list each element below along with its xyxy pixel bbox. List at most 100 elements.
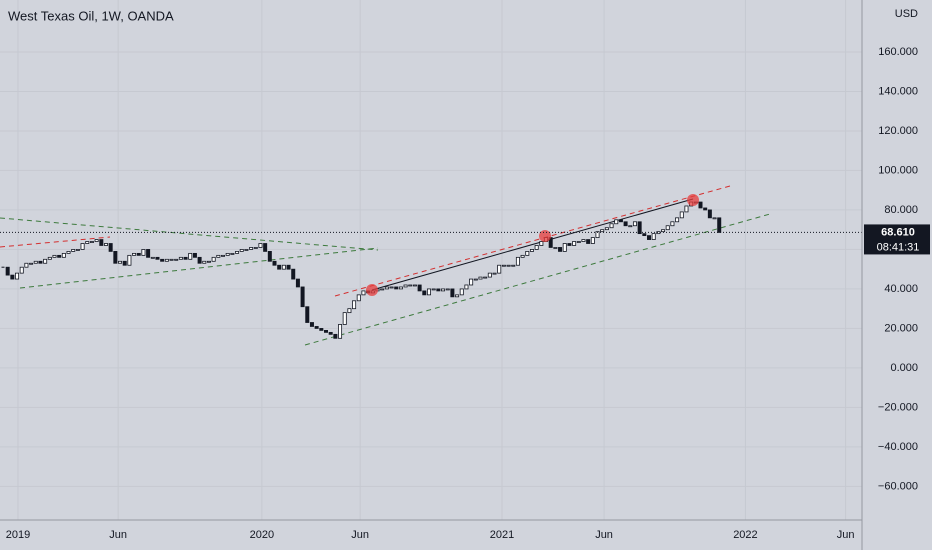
candle xyxy=(43,258,48,264)
candle xyxy=(127,254,132,266)
x-tick-label: Jun xyxy=(109,529,127,541)
candle xyxy=(272,260,277,266)
candle xyxy=(408,284,413,287)
x-tick-label: Jun xyxy=(837,529,855,541)
candle xyxy=(80,243,85,250)
candle xyxy=(244,249,249,251)
candle xyxy=(497,264,502,274)
x-tick-label: 2021 xyxy=(490,529,514,541)
candle xyxy=(581,239,586,242)
candle xyxy=(595,231,600,238)
candle xyxy=(66,251,71,254)
candle xyxy=(122,260,127,266)
candle xyxy=(263,243,268,252)
candle xyxy=(174,258,179,261)
candle xyxy=(141,249,146,256)
candle xyxy=(24,262,29,268)
y-tick-label: 0.000 xyxy=(890,362,918,374)
candle xyxy=(684,205,689,213)
candle xyxy=(277,264,282,270)
candle xyxy=(515,256,520,266)
candle xyxy=(679,211,684,219)
candle xyxy=(459,288,464,296)
candle xyxy=(169,258,174,261)
candle xyxy=(33,260,38,264)
candle xyxy=(38,260,43,264)
candle xyxy=(403,284,408,288)
candle xyxy=(642,233,647,237)
y-tick-label: 140.000 xyxy=(878,85,918,97)
candle xyxy=(712,217,717,220)
candle xyxy=(305,306,310,323)
candle xyxy=(572,241,577,246)
candle xyxy=(52,254,57,258)
candle xyxy=(295,278,300,288)
candle xyxy=(61,252,66,258)
x-tick-label: Jun xyxy=(595,529,613,541)
candle xyxy=(600,229,605,233)
candle xyxy=(394,286,399,290)
candle xyxy=(300,286,305,308)
chart-title: West Texas Oil, 1W, OANDA xyxy=(8,8,174,23)
candle xyxy=(150,256,155,259)
y-tick-label: 120.000 xyxy=(878,125,918,137)
candle xyxy=(562,243,567,252)
candle xyxy=(99,239,104,246)
candle xyxy=(520,254,525,258)
touch-point xyxy=(366,284,378,296)
candle xyxy=(183,256,188,260)
candle xyxy=(436,288,441,292)
last-price-label: 68.610 xyxy=(881,226,915,238)
candle xyxy=(422,290,427,296)
candle xyxy=(155,256,160,260)
candle xyxy=(469,278,474,286)
candle xyxy=(146,249,151,258)
candle xyxy=(604,227,609,231)
candle xyxy=(15,272,20,280)
candle xyxy=(113,251,118,264)
candle xyxy=(384,286,389,290)
candle xyxy=(333,333,338,339)
candle xyxy=(314,326,319,329)
last-price-box: 68.610 08:41:31 xyxy=(864,224,930,255)
candle xyxy=(57,254,62,258)
candle xyxy=(586,239,591,244)
candle xyxy=(71,249,76,252)
candle xyxy=(356,294,361,302)
candle xyxy=(637,221,642,235)
candle xyxy=(230,252,235,255)
candle xyxy=(380,288,385,291)
candle xyxy=(707,209,712,219)
candle xyxy=(118,260,123,264)
candle xyxy=(670,221,675,227)
candle xyxy=(342,312,347,325)
candle xyxy=(136,252,141,256)
candle xyxy=(534,245,539,250)
candle xyxy=(445,288,450,291)
last-price-bg xyxy=(864,224,930,255)
candle xyxy=(309,322,314,327)
touch-point xyxy=(687,194,699,206)
candle xyxy=(628,225,633,228)
candles xyxy=(1,201,722,339)
touch-points xyxy=(366,194,699,296)
y-tick-label: 80.000 xyxy=(884,204,918,216)
candle xyxy=(319,328,324,331)
currency: USD xyxy=(895,8,918,20)
y-tick-label: −60.000 xyxy=(878,480,918,492)
candle xyxy=(553,247,558,249)
candle xyxy=(75,249,80,251)
trend-line xyxy=(371,198,694,291)
candle xyxy=(160,258,165,262)
candle xyxy=(609,223,614,229)
candle xyxy=(286,264,291,270)
candle xyxy=(253,247,258,249)
candle xyxy=(19,266,24,274)
countdown: 08:41:31 xyxy=(877,241,920,253)
price-axis xyxy=(862,0,932,550)
candle xyxy=(703,207,708,211)
x-tick-label: 2020 xyxy=(250,529,274,541)
candle xyxy=(361,290,366,296)
candle xyxy=(239,249,244,252)
